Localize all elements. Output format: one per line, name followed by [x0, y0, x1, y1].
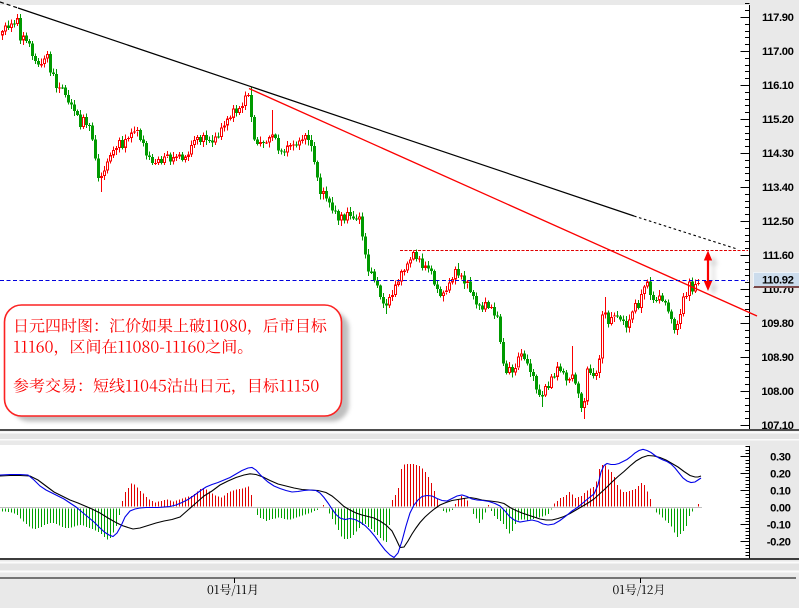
svg-text:117.90: 117.90 [762, 12, 794, 24]
svg-text:0.00: 0.00 [770, 503, 791, 515]
svg-text:116.10: 116.10 [762, 80, 794, 92]
svg-text:0.10: 0.10 [770, 486, 791, 498]
svg-text:0.20: 0.20 [770, 469, 791, 481]
svg-text:117.00: 117.00 [762, 46, 794, 58]
svg-text:-0.20: -0.20 [767, 537, 791, 549]
svg-text:108.00: 108.00 [761, 386, 793, 398]
svg-text:107.10: 107.10 [761, 420, 793, 432]
svg-text:110.92: 110.92 [762, 274, 794, 286]
svg-text:112.50: 112.50 [762, 216, 794, 228]
svg-text:0.30: 0.30 [770, 452, 791, 464]
svg-text:115.20: 115.20 [762, 114, 794, 126]
svg-text:113.40: 113.40 [762, 182, 794, 194]
svg-text:108.90: 108.90 [761, 352, 793, 364]
svg-text:114.30: 114.30 [762, 148, 794, 160]
svg-text:109.80: 109.80 [761, 318, 793, 330]
svg-text:-0.10: -0.10 [767, 520, 791, 532]
svg-text:111.60: 111.60 [763, 250, 794, 262]
